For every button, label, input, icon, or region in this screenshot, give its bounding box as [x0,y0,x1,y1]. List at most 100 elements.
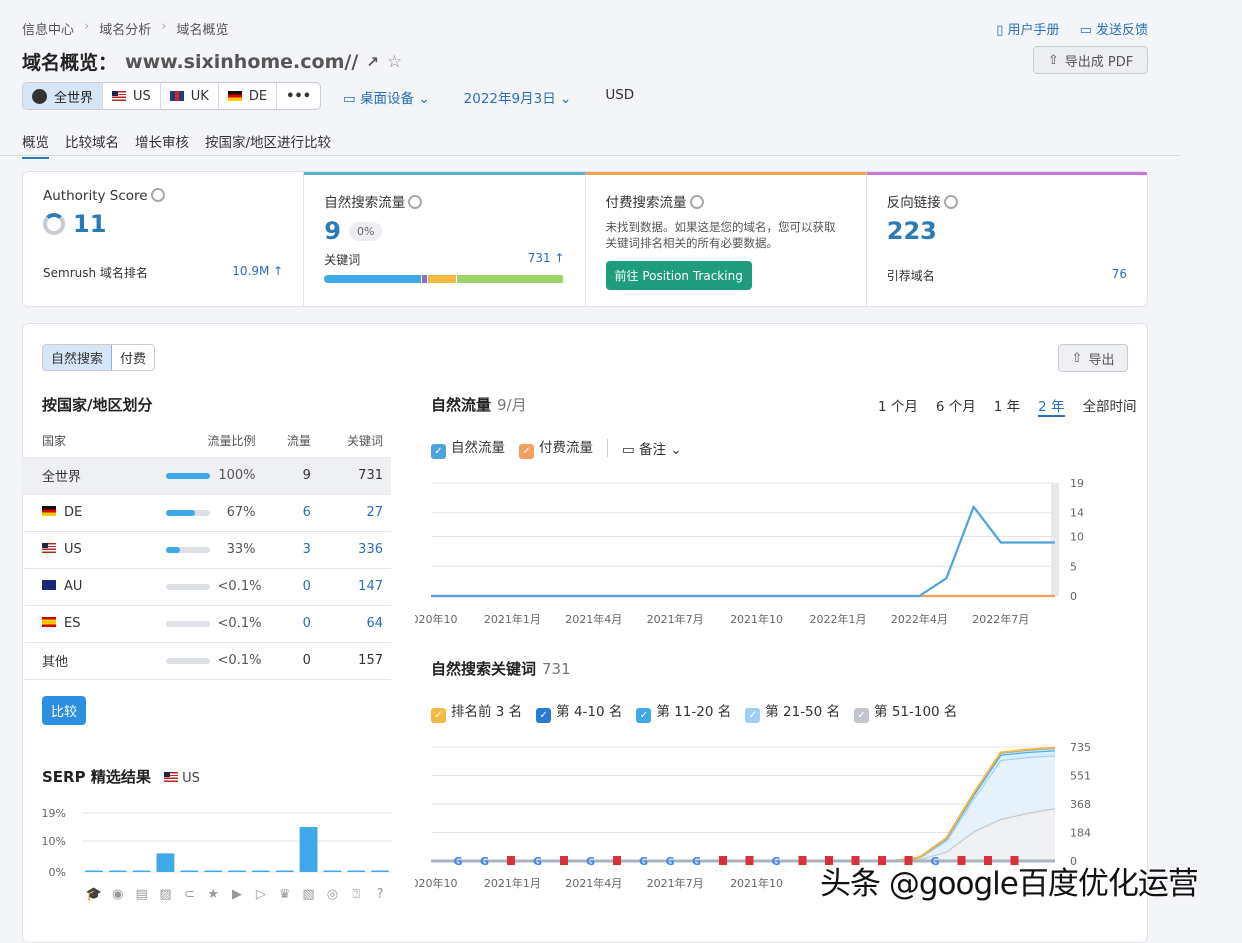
de-flag-icon [42,506,56,516]
keywords-value[interactable]: 27 [318,494,391,532]
series-line [431,505,1055,598]
traffic-value[interactable]: 6 [263,494,319,532]
feedback-link[interactable]: ▭ 发送反馈 [1080,19,1148,38]
info-icon[interactable] [408,195,423,209]
legend-organic[interactable]: ✓ 自然流量 [431,436,505,459]
legend-item[interactable]: ✓ 排名前 3 名 [431,700,522,723]
serp-bar [299,826,318,872]
reviews-icon: ★ [207,887,219,902]
note-flag-icon [957,856,966,865]
tab-growth-report[interactable]: 增长审核 [135,135,189,151]
rank-value[interactable]: 10.9M ↑ [232,264,284,278]
image-pack-icon: ▨ [159,887,171,902]
referring-domains-value[interactable]: 76 [1111,267,1127,281]
notes-dropdown[interactable]: ▭ 备注 ⌄ [622,438,682,458]
y-tick-label: 10 [1070,531,1084,544]
organic-paid-toggle: 自然搜索 付费 [42,344,156,371]
organic-traffic-value[interactable]: 9 [324,217,341,245]
serp-bar [323,870,342,872]
note-flag-icon [560,856,568,865]
country-name: 全世界 [42,470,82,485]
country-table: 国家 流量比例 流量 关键词 全世界 100% 9 731 DE 67% 6 27 US … [22,425,391,680]
x-tick-label: 2021年4月 [565,612,622,626]
note-flag-icon [851,856,860,865]
user-manual-link[interactable]: ▯ 用户手册 [996,19,1059,38]
country-cell: 其他 [22,642,117,680]
google-update-icon: G [480,855,489,868]
traffic-value[interactable]: 0 [263,568,319,606]
tabs: 概览 比较域名 增长审核 按国家/地区进行比较 [22,131,331,159]
breadcrumb-item[interactable]: 信息中心 [22,23,75,38]
people-also-ask-icon: ⍰ [352,887,360,902]
table-row[interactable]: 全世界 100% 9 731 [22,457,391,495]
referring-domains-label: 引荐域名 [886,269,935,283]
share-bar [165,509,210,516]
db-uk[interactable]: UK [161,83,219,109]
country-name: ES [64,616,81,631]
export-button[interactable]: ⇧ 导出 [1058,344,1128,372]
table-row[interactable]: ES <0.1% 0 64 [22,605,391,643]
serp-bar [204,870,223,872]
legend-paid[interactable]: ✓ 付费流量 [519,436,593,459]
traffic-value[interactable]: 3 [263,531,319,569]
legend-item[interactable]: ✓ 第 21-50 名 [745,700,840,723]
device-label: 桌面设备 [360,91,415,107]
period-1y[interactable]: 1 年 [993,399,1021,415]
period-1m[interactable]: 1 个月 [878,399,918,415]
device-dropdown[interactable]: ▭ 桌面设备 ⌄ [343,87,430,107]
backlinks-value[interactable]: 223 [886,217,937,245]
keywords-value[interactable]: 147 [318,568,391,606]
share-cell: 67% [116,494,264,532]
period-all[interactable]: 全部时间 [1082,399,1137,415]
export-pdf-button[interactable]: ⇧ 导出成 PDF [1033,46,1148,74]
tab-overview[interactable]: 概览 [22,131,49,159]
db-worldwide[interactable]: 全世界 [23,83,104,109]
info-icon[interactable] [943,195,958,209]
tab-compare-countries[interactable]: 按国家/地区进行比较 [205,135,332,151]
x-tick-label: 2021年10 [730,612,783,626]
no-data-text: 未找到数据。如果这是您的域名，您可以获取关键词排名相关的所有必要数据。 [605,220,836,250]
info-icon[interactable] [689,195,704,209]
star-icon[interactable]: ☆ [386,51,403,72]
db-us[interactable]: US [103,83,161,109]
note-flag-icon [507,856,515,865]
toggle-organic[interactable]: 自然搜索 [43,345,113,370]
more-databases-button[interactable]: ••• [286,88,312,104]
checkbox-icon: ✓ [745,708,761,723]
us-flag-icon [42,543,56,553]
local-pack-icon: ◉ [112,887,123,902]
legend-item[interactable]: ✓ 第 51-100 名 [854,700,957,723]
google-update-icon: G [639,855,648,868]
serp-region: US [182,771,200,786]
keywords-value[interactable]: 336 [318,531,391,569]
breadcrumb-item[interactable]: 域名分析 [99,23,152,38]
legend-item[interactable]: ✓ 第 11-20 名 [636,700,731,723]
period-6m[interactable]: 6 个月 [935,399,976,415]
position-tracking-button[interactable]: 前往 Position Tracking [605,261,752,290]
table-row[interactable]: US 33% 3 336 [22,531,391,569]
series-area [431,808,1055,861]
db-de[interactable]: DE [219,83,278,109]
legend-item[interactable]: ✓ 第 4-10 名 [536,700,622,723]
keywords-value[interactable]: 731 ↑ [527,251,565,265]
date-label: 2022年9月3日 [463,91,556,107]
external-link-icon[interactable]: ↗ [366,52,379,71]
traffic-value[interactable]: 0 [263,605,319,643]
chevron-down-icon: ⌄ [560,91,572,107]
y-tick-label: 5 [1070,560,1077,573]
table-row[interactable]: AU <0.1% 0 147 [22,568,391,606]
table-row[interactable]: 其他 <0.1% 0 157 [22,642,391,680]
country-section-title: 按国家/地区划分 [42,396,153,414]
toggle-paid[interactable]: 付费 [120,352,147,367]
note-flag-icon [613,856,621,865]
period-2y[interactable]: 2 年 [1038,395,1065,417]
date-dropdown[interactable]: 2022年9月3日 ⌄ [464,87,572,107]
info-icon[interactable] [150,188,165,202]
table-row[interactable]: DE 67% 6 27 [22,494,391,532]
y-tick-label: 551 [1070,770,1091,783]
compare-button[interactable]: 比较 [42,696,87,725]
keywords-value[interactable]: 64 [318,605,391,643]
card-title: 反向链接 [886,195,941,211]
domain-name: www.sixinhome.com// [125,50,359,73]
tab-compare-domains[interactable]: 比较域名 [65,135,119,151]
